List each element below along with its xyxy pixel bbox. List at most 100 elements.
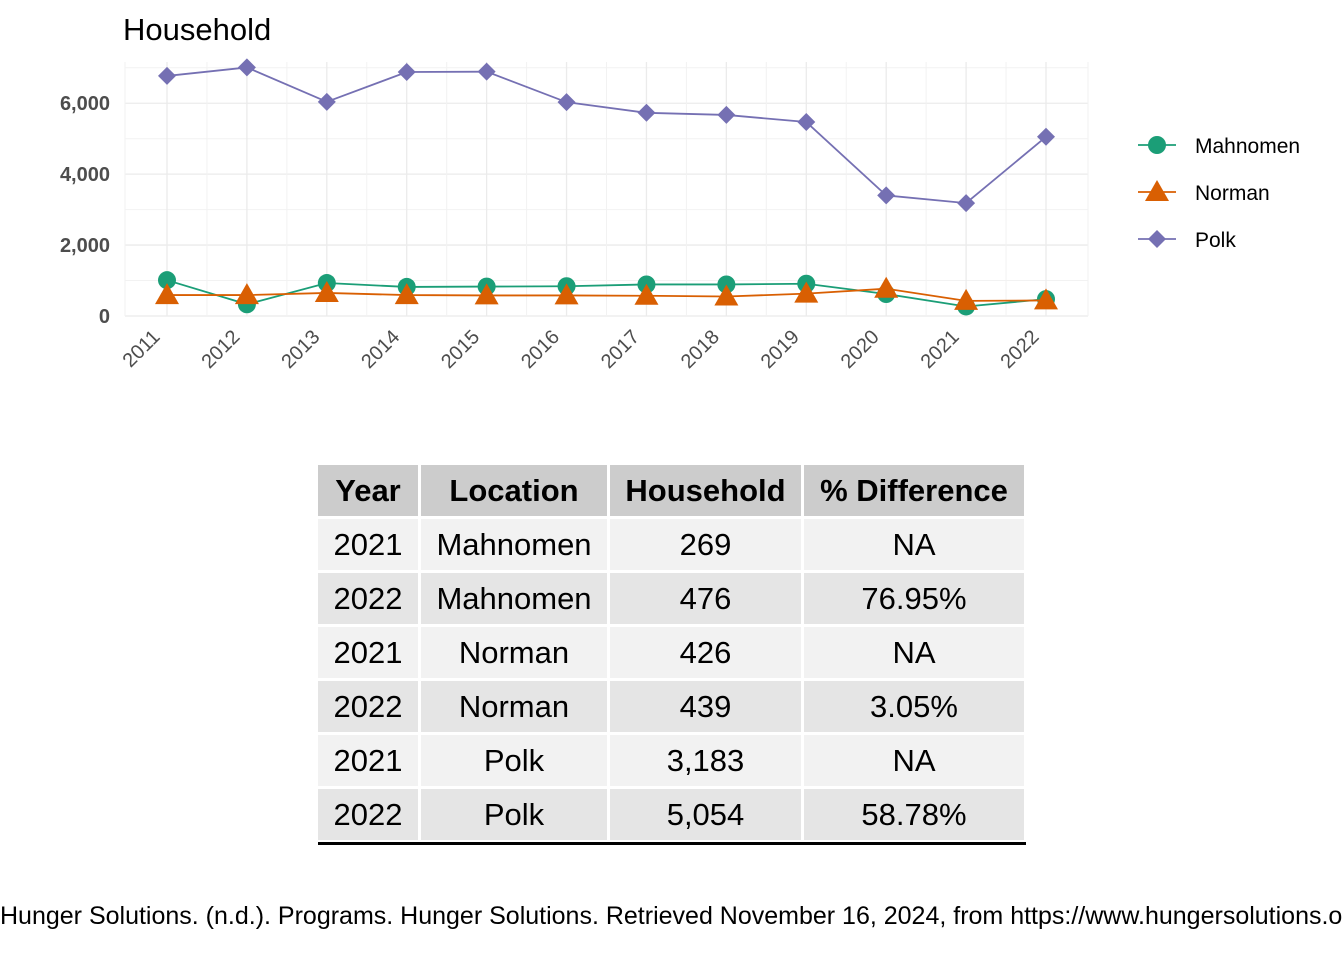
- series-polk: [158, 58, 1055, 213]
- gridlines: [124, 62, 1089, 317]
- legend-marker-polk: [1148, 230, 1166, 248]
- x-axis-ticks: 2011 2012 2013 2014 2015 2016 2017 2018 2019 2020…: [119, 326, 1044, 373]
- header-location: Location: [421, 465, 607, 516]
- point-polk: [557, 93, 576, 112]
- point-polk: [397, 63, 416, 82]
- legend-label-polk: Polk: [1195, 229, 1236, 252]
- point-polk: [957, 194, 976, 213]
- data-table: Year Location Household % Difference 202…: [315, 462, 1027, 843]
- point-polk: [797, 113, 816, 132]
- x-tick-label: 2016: [517, 326, 564, 373]
- source-caption: Hunger Solutions. (n.d.). Programs. Hung…: [0, 902, 1344, 930]
- point-norman: [1034, 288, 1058, 310]
- legend-item-polk: Polk: [1138, 229, 1236, 252]
- x-tick-label: 2020: [837, 326, 884, 373]
- cell-pct-difference: 58.78%: [804, 789, 1024, 840]
- header-household: Household: [610, 465, 801, 516]
- cell-household: 5,054: [610, 789, 801, 840]
- cell-year: 2021: [318, 627, 418, 678]
- x-tick-label: 2019: [757, 326, 804, 373]
- table-row: 2021 Norman 426 NA: [318, 627, 1024, 678]
- cell-location: Polk: [421, 735, 607, 786]
- point-mahnomen: [717, 275, 736, 294]
- legend: Mahnomen Norman Polk: [1138, 135, 1300, 252]
- point-norman: [554, 283, 579, 305]
- header-pct-difference: % Difference: [804, 465, 1024, 516]
- cell-pct-difference: NA: [804, 519, 1024, 570]
- point-polk: [158, 66, 176, 85]
- point-norman: [394, 283, 419, 305]
- cell-year: 2022: [318, 681, 418, 732]
- x-tick-label: 2012: [197, 326, 244, 373]
- point-mahnomen: [158, 271, 176, 290]
- cell-pct-difference: NA: [804, 627, 1024, 678]
- y-tick-label: 4,000: [60, 164, 110, 186]
- cell-year: 2021: [318, 519, 418, 570]
- point-norman: [155, 283, 179, 305]
- cell-location: Norman: [421, 681, 607, 732]
- cell-location: Norman: [421, 627, 607, 678]
- point-polk: [317, 92, 336, 111]
- y-tick-label: 0: [99, 306, 110, 328]
- table-row: 2022 Polk 5,054 58.78%: [318, 789, 1024, 840]
- y-axis-ticks: 0 2,000 4,000 6,000: [60, 93, 110, 328]
- point-norman: [714, 284, 739, 306]
- cell-location: Polk: [421, 789, 607, 840]
- table-header-row: Year Location Household % Difference: [318, 465, 1024, 516]
- point-polk: [637, 103, 656, 122]
- point-polk: [237, 58, 256, 77]
- cell-location: Mahnomen: [421, 573, 607, 624]
- x-tick-label: 2014: [357, 326, 404, 373]
- legend-item-mahnomen: Mahnomen: [1138, 135, 1300, 158]
- point-norman: [954, 288, 979, 310]
- legend-marker-norman: [1145, 180, 1169, 201]
- x-tick-label: 2022: [997, 326, 1044, 373]
- cell-household: 3,183: [610, 735, 801, 786]
- point-polk: [717, 105, 736, 124]
- legend-marker-mahnomen: [1148, 136, 1166, 154]
- x-tick-label: 2013: [277, 326, 324, 373]
- y-tick-label: 2,000: [60, 235, 110, 257]
- series-line-polk: [166, 66, 1047, 205]
- cell-household: 269: [610, 519, 801, 570]
- cell-household: 476: [610, 573, 801, 624]
- table-row: 2021 Polk 3,183 NA: [318, 735, 1024, 786]
- series-line-mahnomen: [166, 279, 1047, 308]
- x-tick-label: 2015: [437, 326, 484, 373]
- point-polk: [1037, 127, 1055, 146]
- x-tick-label: 2018: [677, 326, 724, 373]
- cell-household: 439: [610, 681, 801, 732]
- point-polk: [477, 62, 496, 81]
- cell-pct-difference: 3.05%: [804, 681, 1024, 732]
- cell-location: Mahnomen: [421, 519, 607, 570]
- legend-item-norman: Norman: [1138, 180, 1270, 205]
- x-tick-label: 2011: [119, 326, 165, 372]
- header-year: Year: [318, 465, 418, 516]
- y-tick-label: 6,000: [60, 93, 110, 115]
- point-norman: [634, 283, 659, 305]
- cell-year: 2021: [318, 735, 418, 786]
- table-row: 2021 Mahnomen 269 NA: [318, 519, 1024, 570]
- legend-label-mahnomen: Mahnomen: [1195, 135, 1300, 158]
- series-norman: [155, 276, 1058, 310]
- point-norman: [474, 283, 499, 305]
- point-norman: [794, 281, 819, 303]
- cell-year: 2022: [318, 789, 418, 840]
- x-tick-label: 2021: [917, 326, 964, 373]
- legend-label-norman: Norman: [1195, 182, 1270, 205]
- series-layer: [155, 58, 1058, 316]
- point-polk: [877, 186, 896, 205]
- table-bottom-rule: [318, 842, 1026, 845]
- x-tick-label: 2017: [597, 326, 644, 373]
- cell-pct-difference: 76.95%: [804, 573, 1024, 624]
- table-row: 2022 Norman 439 3.05%: [318, 681, 1024, 732]
- cell-household: 426: [610, 627, 801, 678]
- chart-title: Household: [123, 12, 271, 47]
- point-norman: [874, 276, 899, 298]
- point-norman: [234, 283, 259, 305]
- table-row: 2022 Mahnomen 476 76.95%: [318, 573, 1024, 624]
- series-line-norman: [167, 287, 1047, 302]
- point-norman: [314, 280, 339, 302]
- cell-year: 2022: [318, 573, 418, 624]
